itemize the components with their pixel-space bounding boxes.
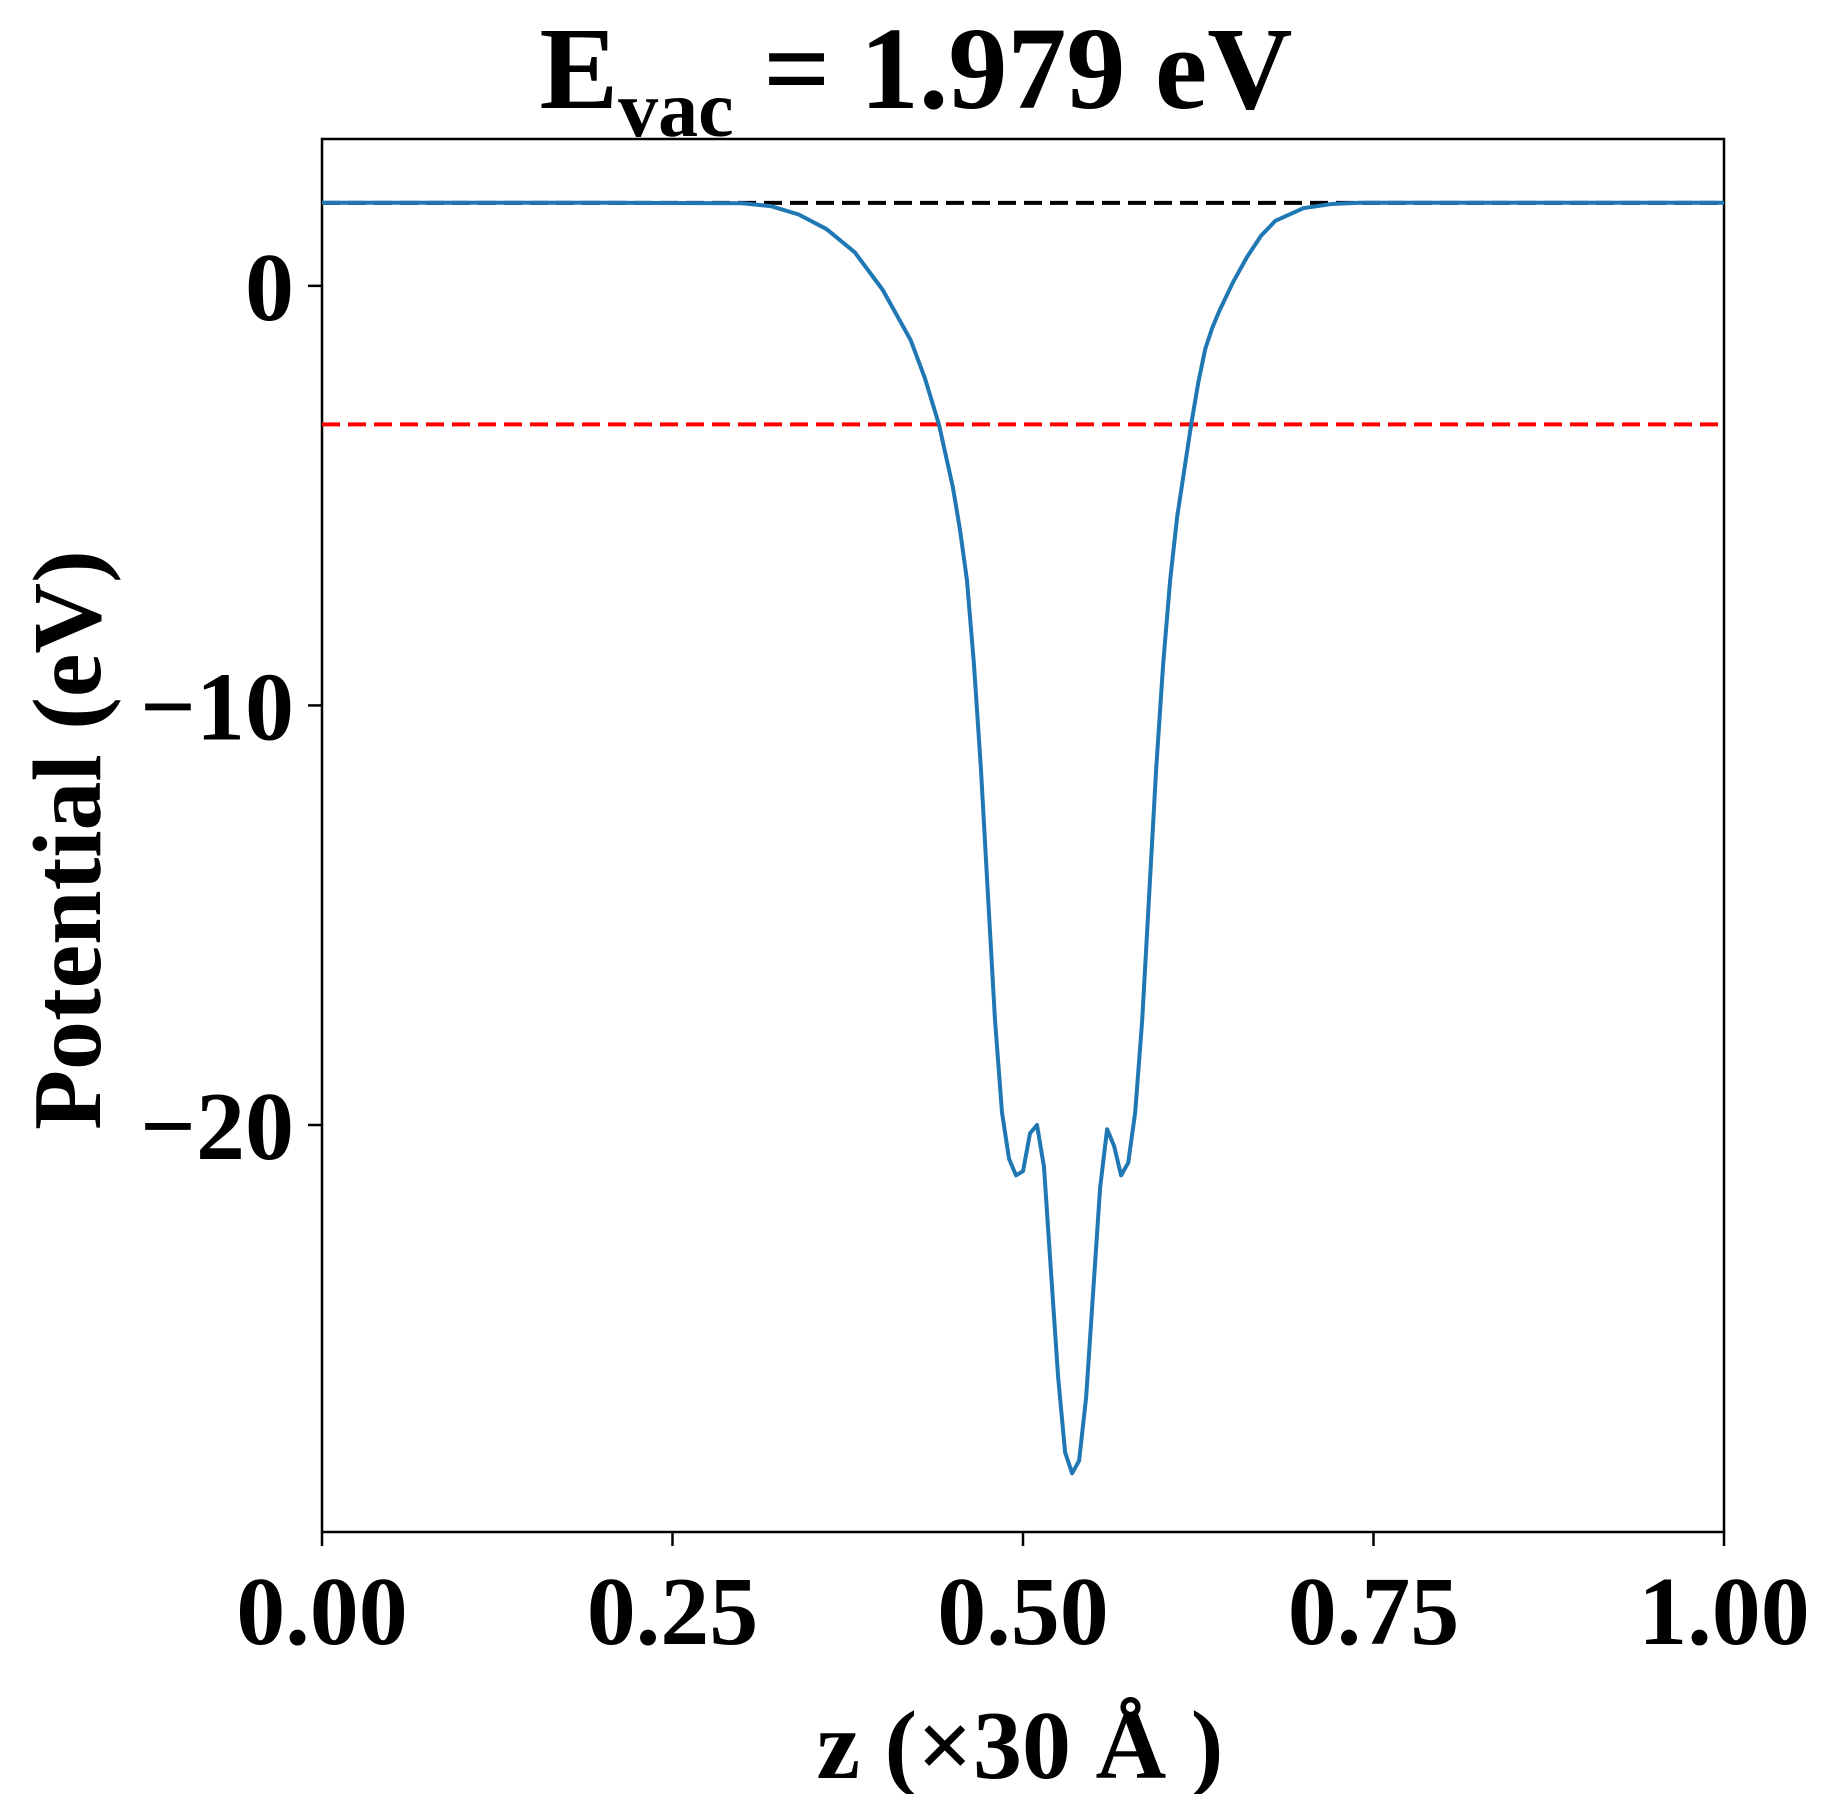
y-axis-label: Potential (eV) [14,550,122,1130]
x-axis-ticks: 0.00 0.25 0.50 0.75 1.00 [236,1532,1810,1666]
x-tick-label: 0.50 [937,1558,1109,1666]
y-tick-label: −20 [140,1073,294,1181]
chart-title: Evac = 1.979 eV [539,3,1292,154]
y-tick-label: −10 [140,653,294,761]
x-tick-label: 0.25 [587,1558,759,1666]
x-tick-label: 0.00 [236,1558,408,1666]
title-prefix: E [539,3,618,134]
title-subscript: vac [618,66,734,154]
series-group [322,200,1724,1476]
reference-lines [322,200,1724,427]
y-axis-ticks: 0 −10 −20 [140,234,322,1181]
x-axis-label: z (×30 Å ) [817,1692,1224,1794]
y-tick-label: 0 [245,234,294,342]
x-tick-label: 0.75 [1288,1558,1460,1666]
title-suffix: = 1.979 eV [734,3,1293,134]
x-tick-label: 1.00 [1638,1558,1810,1666]
plot-frame [320,137,1726,1534]
series-line-0 [322,200,1724,1476]
